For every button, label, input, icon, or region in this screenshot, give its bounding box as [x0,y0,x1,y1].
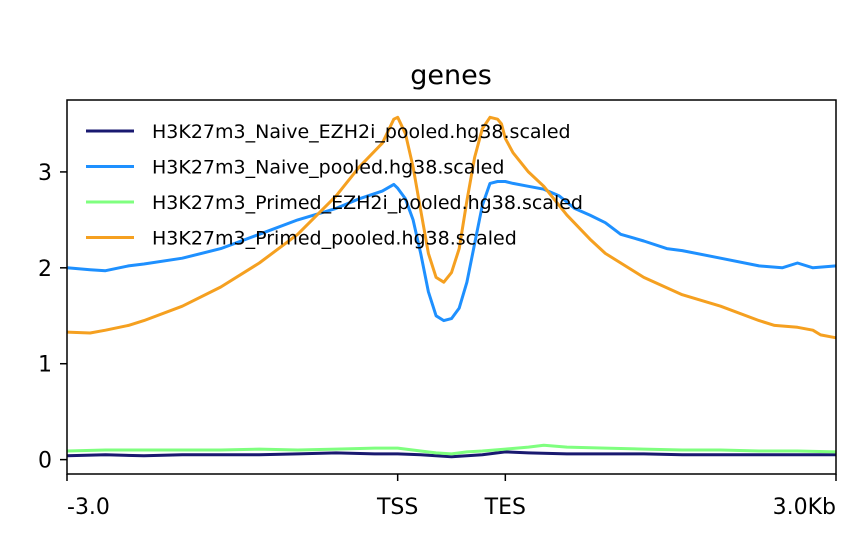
legend-label: H3K27m3_Primed_EZH2i_pooled.hg38.scaled [152,192,583,214]
series-lines [66,115,837,459]
x-tick-label: -3.0 [67,495,110,520]
series-line-1 [66,450,836,459]
legend-label: H3K27m3_Primed_pooled.hg38.scaled [152,228,517,250]
series-line-3 [66,443,837,456]
legend-label: H3K27m3_Naive_pooled.hg38.scaled [152,157,504,179]
plot-frame [66,99,837,475]
series-line-2 [66,180,837,323]
legend-label: H3K27m3_Naive_EZH2i_pooled.hg38.scaled [152,121,571,143]
x-tick-label: 3.0Kb [773,495,836,520]
y-tick-label: 3 [38,161,52,186]
legend: H3K27m3_Naive_EZH2i_pooled.hg38.scaled H3… [86,121,583,250]
y-axis: 0 1 2 3 [38,161,67,474]
x-tick-label: TES [484,495,526,520]
x-axis: -3.0 TSS TES 3.0Kb [66,474,837,520]
x-tick-label: TSS [376,495,418,520]
chart-title: genes [410,60,492,91]
y-tick-label: 0 [38,449,52,474]
series-line-4 [66,115,837,340]
y-tick-label: 2 [38,257,52,282]
y-tick-label: 1 [38,353,52,378]
